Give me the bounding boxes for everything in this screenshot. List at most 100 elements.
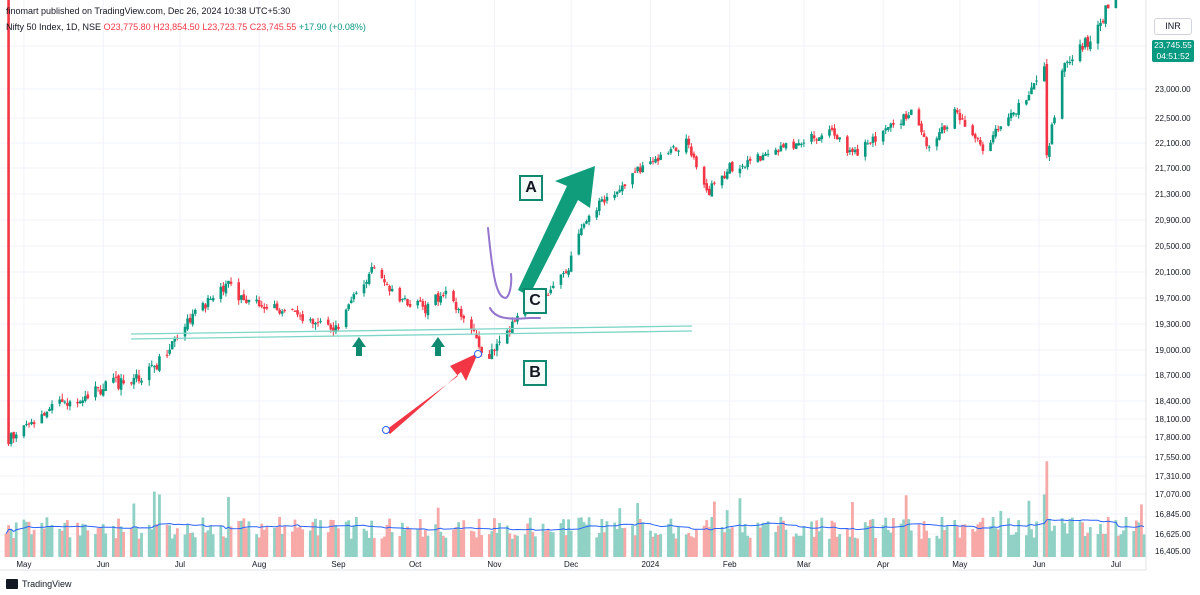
candle-body: [907, 115, 911, 118]
volume-bar: [32, 529, 36, 557]
volume-bar: [623, 527, 627, 557]
label-c[interactable]: C: [523, 288, 547, 314]
volume-bar: [636, 503, 640, 557]
candle-body: [408, 303, 412, 307]
candle-body: [390, 288, 394, 292]
volume-bar: [487, 534, 491, 557]
candle-body: [48, 408, 51, 411]
volume-bar: [904, 495, 908, 557]
volume-bar: [620, 528, 624, 557]
volume-bar: [549, 531, 553, 557]
volume-bar: [209, 526, 212, 557]
volume-bar: [112, 525, 115, 557]
candle-body: [242, 294, 246, 301]
volume-bar: [206, 530, 210, 557]
candle-body: [349, 300, 353, 304]
candle-body: [618, 189, 622, 192]
candle-body: [385, 283, 389, 285]
candle-body: [1014, 113, 1018, 115]
candle-body: [86, 394, 90, 399]
volume-bar: [1014, 532, 1018, 557]
x-tick-label: Jun: [97, 560, 110, 569]
x-tick-label: 2024: [642, 560, 660, 569]
candle-body: [569, 255, 573, 272]
candle-body: [334, 325, 338, 333]
candle-body: [316, 322, 320, 324]
volume-bar: [1099, 523, 1102, 557]
footer-branding: TradingView: [6, 579, 72, 589]
candle-body: [1025, 100, 1028, 105]
volume-bar: [613, 522, 617, 557]
volume-bar: [347, 520, 351, 557]
candle-body: [255, 299, 258, 302]
volume-bar: [383, 536, 386, 557]
volume-bar: [922, 521, 926, 557]
volume-bar: [687, 532, 691, 557]
volume-bar: [191, 532, 195, 557]
candle-body: [672, 146, 675, 148]
candle-body: [794, 143, 798, 149]
y-tick-label: 19,300.00: [1155, 320, 1191, 329]
candle-body: [828, 129, 831, 136]
candle-body: [886, 127, 890, 130]
candle-body: [452, 290, 455, 302]
volume-bar: [119, 526, 123, 557]
volume-bar: [748, 537, 752, 557]
volume-bar: [505, 525, 509, 557]
volume-bar: [201, 517, 205, 557]
candles: [7, 0, 1118, 447]
bar-timer: 04:51:52: [1156, 51, 1190, 61]
candle-body: [687, 138, 691, 145]
volume-bar: [835, 536, 839, 557]
x-tick-label: Dec: [564, 560, 578, 569]
candle-body: [720, 175, 724, 186]
candle-body: [1104, 5, 1107, 24]
volume-bar: [1042, 494, 1046, 557]
volume-bar: [255, 534, 259, 557]
candle-body: [603, 199, 606, 203]
volume-bar: [710, 516, 714, 557]
volume-bar: [1142, 534, 1146, 557]
volume-bar: [866, 525, 870, 557]
candle-body: [355, 292, 358, 294]
volume-bar: [337, 528, 340, 557]
candle-body: [380, 269, 384, 279]
volume-bar: [945, 526, 949, 557]
candle-body: [1063, 63, 1067, 72]
candle-body: [756, 154, 760, 162]
volume-bar: [1086, 532, 1090, 557]
candle-body: [838, 137, 841, 140]
label-b[interactable]: B: [523, 360, 547, 386]
currency-button[interactable]: INR: [1154, 18, 1192, 35]
volume-bar: [280, 533, 284, 557]
candle-body: [513, 320, 517, 322]
volume-bar: [585, 524, 588, 557]
y-tick-label: 16,845.00: [1155, 510, 1191, 519]
volume-bar: [973, 531, 977, 557]
volume-bar: [723, 532, 727, 557]
candle-body: [490, 349, 494, 360]
candle-body: [659, 154, 662, 160]
support-line-upper: [130, 325, 693, 335]
volume-bar: [278, 516, 282, 557]
volume-bar: [403, 529, 407, 557]
candle-body: [741, 165, 744, 167]
candle-body: [623, 184, 627, 187]
volume-bar: [943, 530, 946, 557]
up-arrow-1: [352, 337, 366, 356]
candle-body: [96, 387, 100, 389]
candle-body: [920, 123, 923, 133]
volume-bar: [398, 535, 402, 557]
candle-body: [472, 329, 476, 331]
volume-bar: [96, 528, 100, 557]
candle-body: [710, 183, 714, 197]
candle-body: [9, 433, 13, 445]
candle-body: [1081, 46, 1084, 50]
candle-body: [728, 163, 732, 174]
candle-body: [833, 128, 836, 136]
volume-bar: [564, 535, 568, 557]
candle-body: [815, 139, 818, 141]
label-a[interactable]: A: [519, 175, 543, 201]
candle-body: [291, 308, 294, 310]
